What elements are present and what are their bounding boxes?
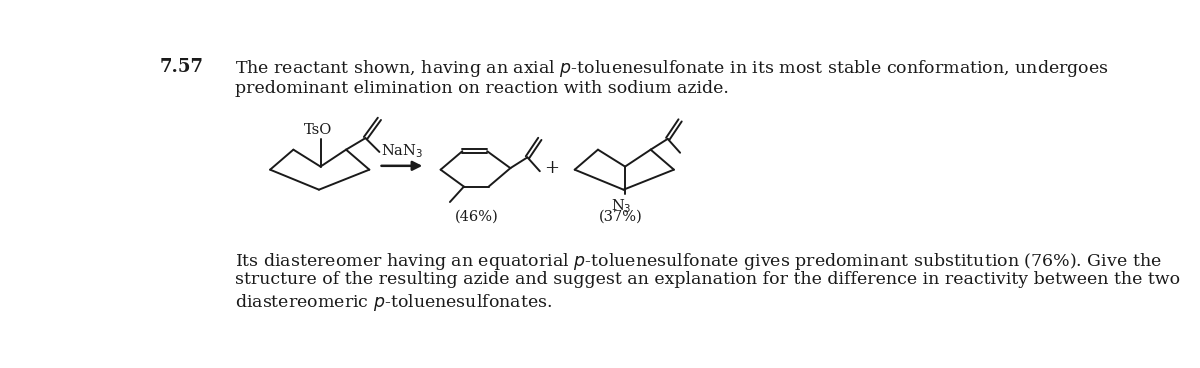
Text: (37%): (37%) [599,210,643,224]
Text: +: + [544,159,559,177]
Text: TsO: TsO [304,123,332,137]
Text: Its diastereomer having an equatorial $p$-toluenesulfonate gives predominant sub: Its diastereomer having an equatorial $p… [235,251,1162,272]
Text: NaN$_3$: NaN$_3$ [380,142,422,160]
Text: structure of the resulting azide and suggest an explanation for the difference i: structure of the resulting azide and sug… [235,271,1181,288]
Text: 7.57: 7.57 [160,58,203,76]
Text: (46%): (46%) [455,210,498,224]
Text: The reactant shown, having an axial $p$-toluenesulfonate in its most stable conf: The reactant shown, having an axial $p$-… [235,58,1109,79]
Text: diastereomeric $p$-toluenesulfonates.: diastereomeric $p$-toluenesulfonates. [235,292,552,313]
Text: predominant elimination on reaction with sodium azide.: predominant elimination on reaction with… [235,79,730,96]
Text: N$_3$: N$_3$ [611,197,631,215]
